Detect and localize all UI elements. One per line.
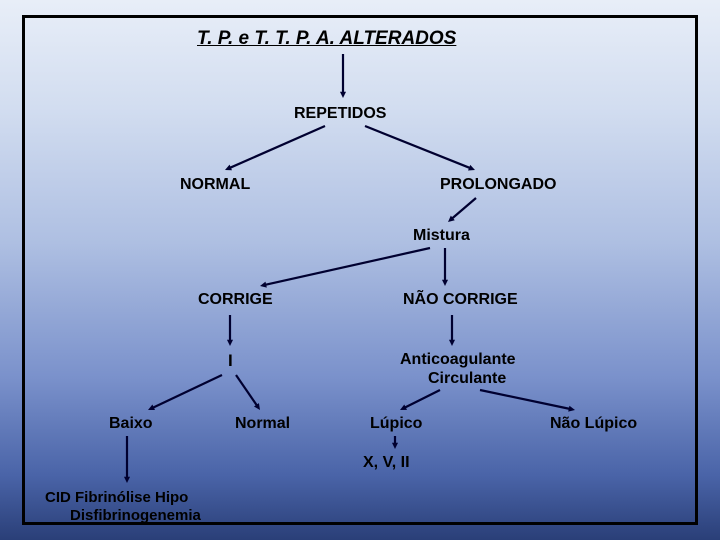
node-cid-l2: Disfibrinogenemia	[70, 507, 201, 524]
node-I: I	[228, 351, 233, 371]
node-anticoag-l1: Anticoagulante	[400, 351, 516, 369]
node-baixo: Baixo	[109, 415, 153, 433]
node-normal: NORMAL	[180, 176, 250, 194]
slide-title: T. P. e T. T. P. A. ALTERADOS	[197, 28, 456, 50]
node-prolongado: PROLONGADO	[440, 176, 556, 194]
node-anticoag-l2: Circulante	[428, 370, 506, 388]
node-cid-l1: CID Fibrinólise Hipo	[45, 489, 188, 506]
node-xvii: X, V, II	[363, 454, 410, 472]
node-nao-corrige: NÃO CORRIGE	[403, 291, 518, 309]
node-repetidos: REPETIDOS	[294, 105, 386, 123]
node-normal2: Normal	[235, 415, 290, 433]
slide-root: T. P. e T. T. P. A. ALTERADOS REPETIDOS …	[0, 0, 720, 540]
node-corrige: CORRIGE	[198, 291, 273, 309]
node-lupico: Lúpico	[370, 415, 422, 433]
node-mistura: Mistura	[413, 227, 470, 245]
slide-border	[22, 15, 698, 525]
node-nao-lupico: Não Lúpico	[550, 415, 637, 433]
